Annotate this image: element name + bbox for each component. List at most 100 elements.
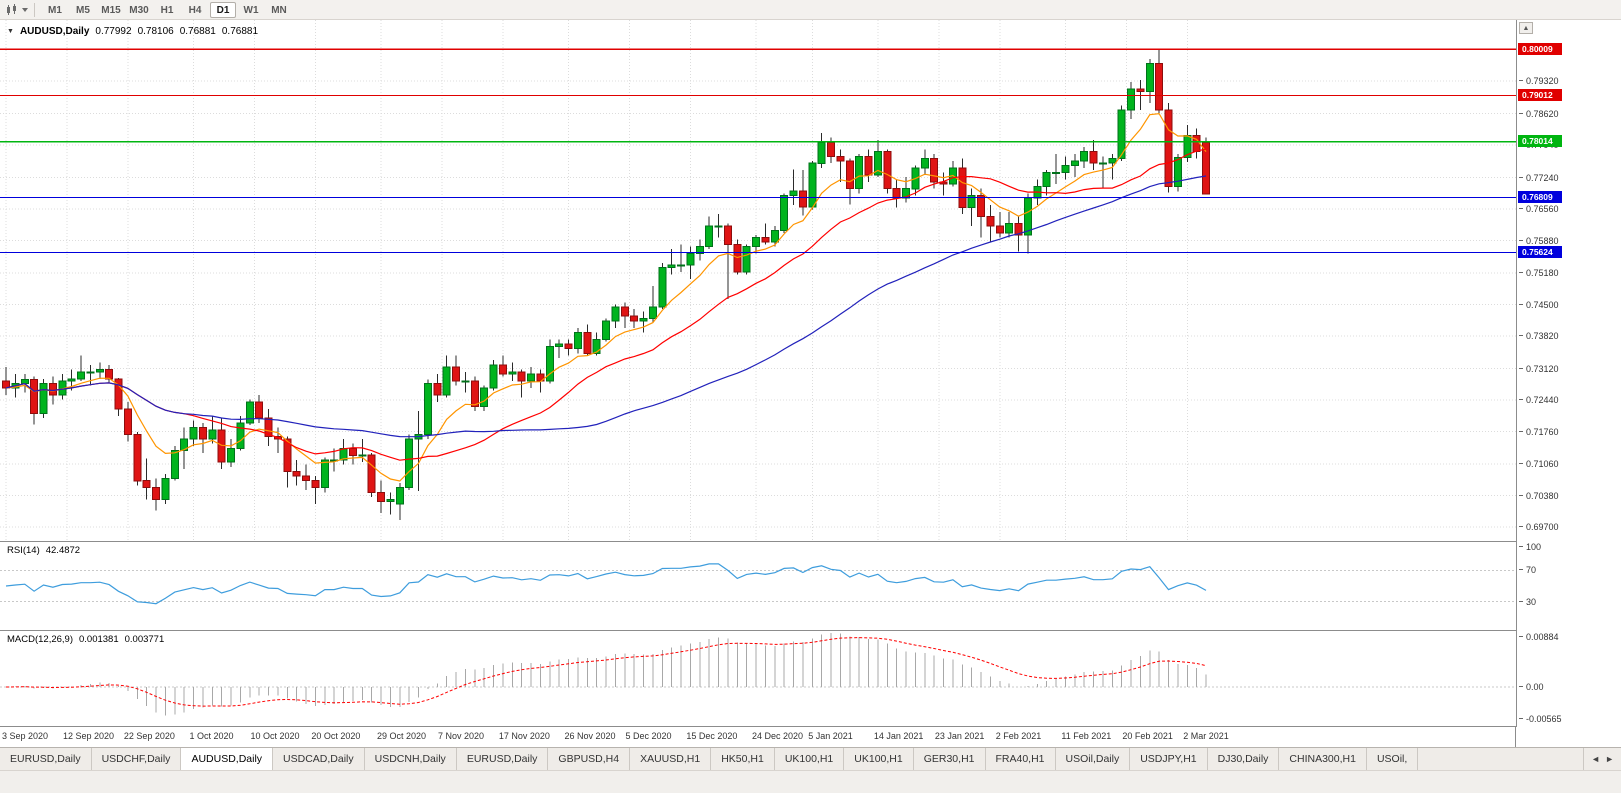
timeframe-button-mn[interactable]: MN — [271, 4, 287, 16]
date-label: 17 Nov 2020 — [498, 731, 550, 741]
date-label: 24 Dec 2020 — [752, 731, 804, 741]
date-label: 23 Jan 2021 — [934, 731, 985, 741]
rsi-canvas — [0, 563, 1516, 605]
symbol-tab-hk50-h1[interactable]: HK50,H1 — [711, 748, 775, 770]
up-arrow-icon: ▲ — [1522, 25, 1530, 32]
date-label: 29 Oct 2020 — [377, 731, 427, 741]
price-line-tag: 0.78014 — [1518, 135, 1562, 148]
chart-tab-bar: EURUSD,Daily USDCHF,Daily AUDUSD,Daily USDC… — [0, 747, 1621, 770]
timeframe-button-w1[interactable]: W1 — [243, 4, 259, 16]
price-line-tag: 0.79012 — [1518, 88, 1562, 101]
timeframe-button-m1[interactable]: M1 — [48, 4, 62, 16]
price-tick-label: 0.79320 — [1519, 76, 1559, 87]
date-label: 11 Feb 2021 — [1061, 731, 1112, 741]
macd-canvas — [0, 633, 1516, 716]
symbol-tab-usdcnh-daily[interactable]: USDCNH,Daily — [365, 748, 457, 770]
scroll-up-button[interactable]: ▲ — [1519, 22, 1533, 34]
symbol-tab-uk100-h1[interactable]: UK100,H1 — [844, 748, 914, 770]
scroll-tabs-left-button[interactable]: ◄ — [1591, 754, 1601, 764]
chart-type-dropdown-caret-icon[interactable] — [22, 7, 28, 12]
date-label: 10 Oct 2020 — [250, 731, 300, 741]
date-label: 7 Nov 2020 — [437, 731, 484, 741]
collapse-triangle-icon[interactable]: ▼ — [7, 28, 14, 35]
symbol-tab-usdcad-daily[interactable]: USDCAD,Daily — [273, 748, 365, 770]
macd-label: MACD(12,26,9) — [7, 634, 73, 645]
main-chart-canvas[interactable] — [0, 20, 1516, 541]
rsi-indicator-panel[interactable]: RSI(14) 42.4872 — [0, 542, 1516, 630]
price-tick-label: 0.74500 — [1519, 299, 1559, 310]
macd-indicator-panel[interactable]: MACD(12,26,9) 0.001381 0.003771 — [0, 631, 1516, 726]
symbol-tab-uk100-h1[interactable]: UK100,H1 — [775, 748, 845, 770]
timeframe-button-m30[interactable]: M30 — [129, 4, 149, 16]
price-tick-label: 0.72440 — [1519, 395, 1559, 406]
main-chart-panel[interactable]: ▼ AUDUSD,Daily 0.77992 0.78106 0.76881 0… — [0, 20, 1516, 541]
price-tick-label: 0.73120 — [1519, 363, 1559, 374]
date-label: 15 Dec 2020 — [686, 731, 738, 741]
price-tick-label: 0.75880 — [1519, 235, 1559, 246]
date-label: 5 Dec 2020 — [625, 731, 672, 741]
date-label: 2 Feb 2021 — [995, 731, 1042, 741]
ohlc-open-value: 0.77992 — [95, 26, 132, 37]
indicator-scale-label: 100 — [1518, 542, 1542, 552]
ohlc-close-value: 0.76881 — [221, 26, 259, 37]
indicator-scale-label: -0.00565 — [1519, 714, 1562, 724]
price-tick-label: 0.77240 — [1519, 172, 1559, 183]
rsi-label: RSI(14) — [7, 545, 40, 556]
timeframe-button-h1[interactable]: H1 — [160, 4, 174, 16]
timeframe-button-h4[interactable]: H4 — [188, 4, 202, 16]
symbol-tab-usdchf-daily[interactable]: USDCHF,Daily — [92, 748, 182, 770]
macd-header: MACD(12,26,9) 0.001381 0.003771 — [7, 634, 164, 645]
price-tick-label: 0.75180 — [1519, 268, 1559, 279]
date-label: 14 Jan 2021 — [873, 731, 924, 741]
date-label: 26 Nov 2020 — [564, 731, 616, 741]
ohlc-high-value: 0.78106 — [137, 26, 174, 37]
chart-tabs: EURUSD,Daily USDCHF,Daily AUDUSD,Daily USDC… — [0, 748, 1583, 770]
symbol-tab-china300-h1[interactable]: CHINA300,H1 — [1279, 748, 1367, 770]
symbol-tab-usoil-daily[interactable]: USOil,Daily — [1056, 748, 1131, 770]
price-line-tag: 0.75624 — [1518, 246, 1562, 258]
timeframe-buttons-group: M1 M5 M15 M30 H1 H4 D1 W1 MN — [41, 1, 293, 18]
price-tick-label: 0.71760 — [1519, 426, 1559, 437]
symbol-tab-audusd-daily[interactable]: AUDUSD,Daily — [181, 748, 274, 770]
date-label: 22 Sep 2020 — [123, 731, 175, 741]
scroll-tabs-right-button[interactable]: ► — [1605, 754, 1614, 764]
timeframe-button-m15[interactable]: M15 — [101, 4, 121, 16]
ohlc-low-value: 0.76881 — [179, 26, 216, 37]
symbol-tab-xauusd-h1[interactable]: XAUUSD,H1 — [630, 748, 712, 770]
timeframe-button-m5[interactable]: M5 — [76, 4, 90, 16]
symbol-tab-eurusd-daily[interactable]: EURUSD,Daily — [457, 748, 549, 770]
price-tick-label: 0.71060 — [1519, 459, 1559, 470]
panel-separator[interactable] — [0, 541, 1621, 542]
chart-toolbar: M1 M5 M15 M30 H1 H4 D1 W1 MN — [0, 0, 1621, 20]
panel-separator[interactable] — [0, 630, 1621, 631]
date-label: 5 Jan 2021 — [808, 731, 853, 741]
chart-symbol-label: AUDUSD,Daily — [19, 26, 90, 37]
time-axis[interactable]: 3 Sep 2020 12 Sep 2020 22 Sep 2020 1 Oct 20… — [0, 727, 1516, 747]
candlestick-chart-icon[interactable] — [4, 3, 20, 17]
indicator-scale-label: 0.00884 — [1519, 632, 1559, 642]
price-tick-label: 0.73820 — [1519, 331, 1559, 342]
price-line-tag: 0.80009 — [1518, 42, 1562, 55]
date-label: 20 Oct 2020 — [311, 731, 361, 741]
timeframe-button-d1[interactable]: D1 — [210, 1, 236, 18]
macd-signal-value: 0.003771 — [124, 634, 165, 645]
panel-separator — [0, 726, 1621, 727]
date-label: 12 Sep 2020 — [62, 731, 114, 741]
symbol-tab-usoil[interactable]: USOil, — [1367, 748, 1419, 770]
date-label: 1 Oct 2020 — [189, 731, 234, 741]
price-tick-label: 0.69700 — [1519, 522, 1559, 533]
price-axis[interactable]: ▲ 0.793200.786200.779400.772400.765600.7… — [1516, 20, 1621, 727]
symbol-tab-usdjpy-h1[interactable]: USDJPY,H1 — [1130, 748, 1208, 770]
symbol-tab-eurusd-daily[interactable]: EURUSD,Daily — [0, 748, 92, 770]
chart-header: ▼ AUDUSD,Daily 0.77992 0.78106 0.76881 0… — [7, 26, 258, 37]
symbol-tab-fra40-h1[interactable]: FRA40,H1 — [986, 748, 1056, 770]
symbol-tab-ger30-h1[interactable]: GER30,H1 — [914, 748, 986, 770]
status-bar — [0, 770, 1621, 793]
indicator-scale-label: 0.00 — [1519, 682, 1544, 693]
symbol-tab-gbpusd-h4[interactable]: GBPUSD,H4 — [548, 748, 631, 770]
price-line-tag: 0.76809 — [1518, 191, 1562, 204]
symbol-tab-dj30-daily[interactable]: DJ30,Daily — [1208, 748, 1280, 770]
price-tick-label: 0.76560 — [1519, 204, 1559, 215]
toolbar-separator — [34, 2, 35, 17]
